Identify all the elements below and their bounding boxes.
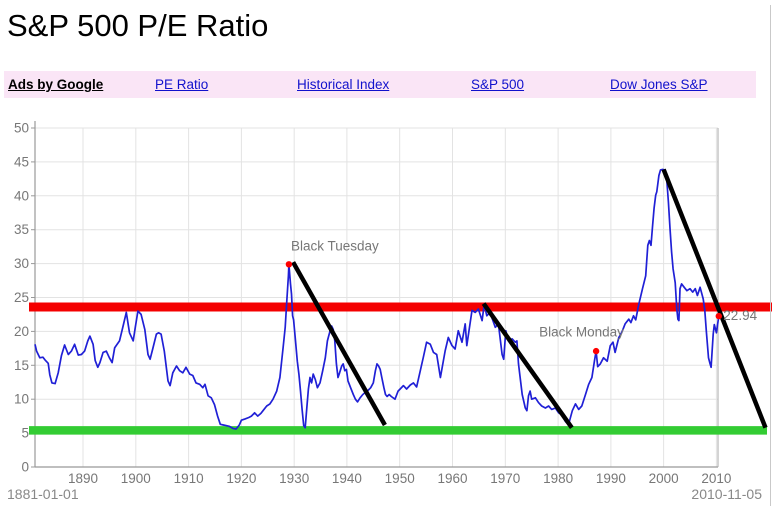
window-border — [770, 5, 771, 506]
x-tick-label: 1930 — [279, 471, 309, 486]
pe-ratio-series-line — [34, 168, 720, 430]
y-tick-label: 40 — [14, 188, 29, 203]
y-tick-label: 25 — [14, 290, 29, 305]
ads-bar: Ads by Google PE Ratio Historical Index … — [4, 71, 756, 98]
end-date-label: 2010-11-05 — [691, 486, 762, 502]
y-tick-label: 50 — [14, 121, 29, 136]
annotation-label: Black Monday — [539, 325, 624, 340]
start-date-label: 1881-01-01 — [7, 486, 79, 502]
trend-2000-crash — [661, 168, 768, 429]
x-tick-label: 1980 — [543, 471, 573, 486]
x-tick-label: 1900 — [121, 471, 151, 486]
x-tick-label: 1890 — [68, 471, 98, 486]
x-tick-label: 1970 — [490, 471, 520, 486]
black-monday-dot — [592, 347, 600, 355]
x-tick-label: 1940 — [332, 471, 362, 486]
last-value-dot — [715, 312, 722, 320]
x-tick-label: 1990 — [596, 471, 626, 486]
x-tick-label: 1950 — [385, 471, 415, 486]
page-title: S&P 500 P/E Ratio — [7, 8, 269, 43]
annotation-label: Black Tuesday — [291, 239, 379, 254]
x-tick-label: 2000 — [649, 471, 679, 486]
ad-link-sp500[interactable]: S&P 500 — [471, 77, 525, 92]
x-tick-label: 1910 — [174, 471, 204, 486]
y-tick-label: 15 — [14, 358, 29, 373]
ad-link-dow-jones[interactable]: Dow Jones S&P — [610, 77, 708, 92]
y-tick-label: 30 — [14, 256, 29, 271]
y-tick-label: 35 — [14, 222, 29, 237]
ads-by-google-link[interactable]: Ads by Google — [8, 77, 104, 92]
y-tick-label: 0 — [21, 460, 29, 475]
x-tick-label: 1920 — [226, 471, 256, 486]
y-tick-label: 45 — [14, 154, 29, 169]
y-tick-label: 20 — [14, 324, 29, 339]
y-tick-label: 5 — [21, 426, 29, 441]
black-tuesday-dot — [285, 261, 293, 268]
trend-1966-crash — [481, 302, 574, 430]
y-tick-label: 10 — [14, 392, 29, 407]
annotation-label: 22.94 — [723, 308, 757, 323]
ad-link-pe-ratio[interactable]: PE Ratio — [155, 77, 209, 92]
x-tick-label: 1960 — [437, 471, 467, 486]
ad-link-historical-index[interactable]: Historical Index — [297, 77, 390, 92]
x-tick-label: 2010 — [701, 471, 731, 486]
trend-1929-crash — [291, 261, 387, 427]
